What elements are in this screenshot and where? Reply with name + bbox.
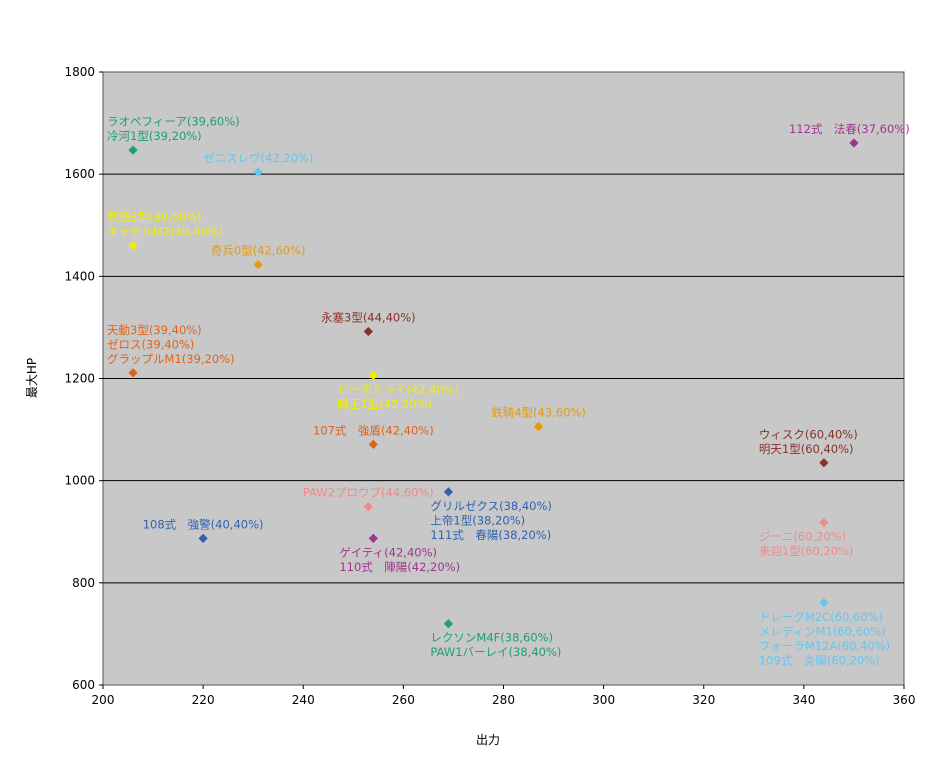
point-label: 武徳3型(39,60%) bbox=[107, 210, 202, 224]
y-tick-label: 1800 bbox=[64, 65, 95, 79]
point-label: 108式 強警(40,40%) bbox=[143, 517, 264, 531]
data-points bbox=[128, 138, 859, 629]
point-label: 上帝1型(38,20%) bbox=[430, 513, 525, 527]
data-point bbox=[368, 370, 378, 381]
point-label: 107式 強盾(42,40%) bbox=[313, 423, 434, 437]
x-tick-label: 300 bbox=[592, 693, 615, 707]
point-label: ゼニスレヴ(42,20%) bbox=[203, 151, 313, 165]
data-point bbox=[363, 502, 373, 512]
data-point bbox=[819, 598, 829, 608]
point-label: ラオペフィーア(39,60%) bbox=[107, 115, 240, 129]
x-tick-label: 260 bbox=[392, 693, 415, 707]
x-tick-label: 340 bbox=[792, 693, 815, 707]
y-tick-label: 1200 bbox=[64, 372, 95, 386]
point-label: PAW2プロウプ(44,60%) bbox=[303, 486, 434, 500]
data-point bbox=[128, 241, 138, 251]
point-label: ゼロス(39,40%) bbox=[107, 337, 194, 351]
point-label: 鉄騎4型(43,60%) bbox=[491, 406, 586, 420]
point-label: ゲイティ(42,40%) bbox=[339, 545, 437, 559]
point-label: グラップルM1(39,20%) bbox=[107, 352, 235, 366]
point-label: ドレーグM2C(60,60%) bbox=[759, 610, 883, 624]
y-tick-label: 1000 bbox=[64, 474, 95, 488]
point-label: ジーニ(60,20%) bbox=[759, 530, 846, 544]
data-point bbox=[443, 619, 454, 629]
point-label: レクソンM4F(38,60%) bbox=[430, 631, 553, 645]
x-axis-ticks: 200 220 240 260 280 300 320 340 360 bbox=[92, 685, 916, 707]
x-tick-label: 320 bbox=[692, 693, 715, 707]
point-label: 112式 法春(37,60%) bbox=[789, 122, 910, 136]
point-label: 110式 陣陽(42,20%) bbox=[339, 560, 460, 574]
point-label: PAW1バーレイ(38,40%) bbox=[430, 645, 561, 659]
point-label: メレディンM1(60,60%) bbox=[759, 624, 886, 638]
point-label: 天動3型(39,40%) bbox=[107, 323, 202, 337]
data-point bbox=[443, 487, 454, 497]
point-label: 永塞3型(44,40%) bbox=[321, 311, 416, 325]
data-point bbox=[253, 167, 263, 177]
point-label: ウィスク(60,40%) bbox=[759, 427, 858, 441]
point-label: 109式 炎陽(60,20%) bbox=[759, 653, 880, 667]
y-axis-ticks: 600 800 1000 1200 1400 1600 1800 bbox=[64, 65, 103, 692]
y-tick-label: 600 bbox=[72, 678, 95, 692]
point-label: キャセルM2(39,40%) bbox=[107, 225, 223, 239]
point-label: フォーラM12A(60,40%) bbox=[759, 639, 890, 653]
data-point bbox=[198, 533, 208, 543]
point-label: 111式 春陽(38,20%) bbox=[430, 528, 551, 542]
data-point bbox=[368, 533, 378, 543]
point-label: 冷河1型(39,20%) bbox=[107, 129, 202, 143]
x-axis-title: 出力 bbox=[476, 733, 500, 747]
point-label: 奇兵0型(42,60%) bbox=[211, 244, 306, 258]
point-label: ビーボドライ(42,40%) bbox=[337, 382, 459, 396]
data-point bbox=[128, 145, 138, 155]
point-label: 明天1型(60,40%) bbox=[759, 442, 854, 456]
y-tick-label: 800 bbox=[72, 576, 95, 590]
y-tick-label: 1400 bbox=[64, 269, 95, 283]
point-labels: ラオペフィーア(39,60%)冷河1型(39,20%)ゼニスレヴ(42,20%)… bbox=[107, 115, 910, 668]
data-point bbox=[819, 517, 829, 528]
data-point bbox=[128, 368, 138, 378]
data-point bbox=[533, 421, 544, 432]
point-label: グリルゼクス(38,40%) bbox=[430, 499, 551, 513]
data-point bbox=[849, 138, 859, 148]
x-tick-label: 280 bbox=[492, 693, 515, 707]
y-axis-title: 最大HP bbox=[25, 358, 39, 398]
data-point bbox=[368, 439, 378, 449]
y-tick-label: 1600 bbox=[64, 167, 95, 181]
x-tick-label: 200 bbox=[92, 693, 115, 707]
point-label: 来迎1型(60,20%) bbox=[759, 544, 854, 558]
data-point bbox=[363, 326, 373, 337]
data-point bbox=[819, 458, 829, 468]
gridlines bbox=[103, 173, 904, 584]
x-tick-label: 360 bbox=[893, 693, 916, 707]
x-tick-label: 220 bbox=[192, 693, 215, 707]
data-point bbox=[253, 259, 263, 270]
point-label: 瞬王1型(42,20%) bbox=[337, 397, 432, 411]
x-tick-label: 240 bbox=[292, 693, 315, 707]
